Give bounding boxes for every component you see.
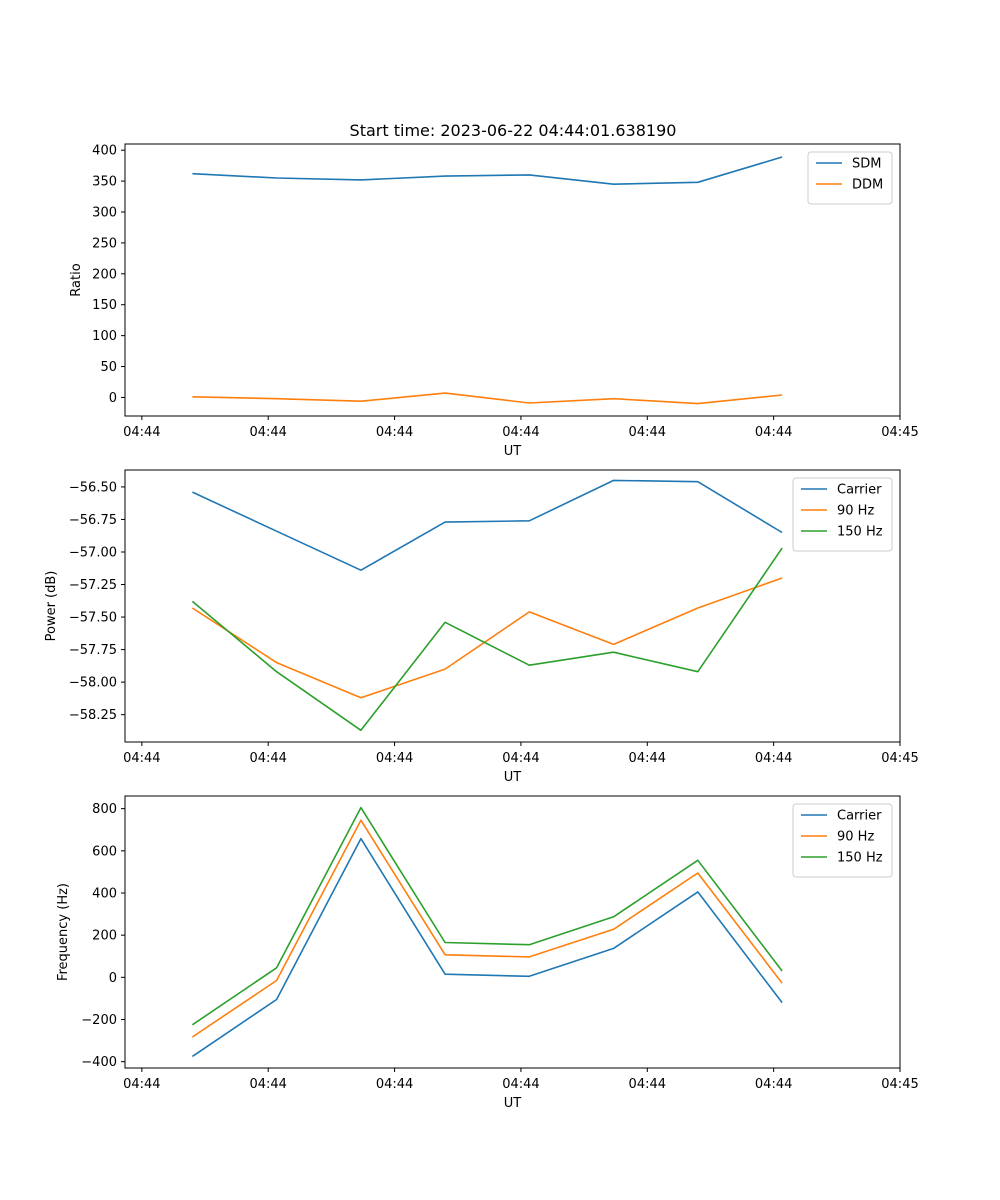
y-tick-label: −400 [81, 1055, 117, 1070]
legend-box [807, 151, 893, 205]
legend: Carrier 90 Hz 150 Hz [792, 477, 893, 552]
y-tick-label: 0 [109, 971, 117, 986]
y-tick-label: −58.00 [69, 676, 117, 691]
x-tick-label: 04:45 [881, 425, 918, 440]
x-tick-label: 04:44 [249, 1077, 286, 1092]
plot-frame [124, 795, 901, 1069]
x-tick-label: 04:44 [249, 751, 286, 766]
x-tick-label: 04:45 [881, 1077, 918, 1092]
y-axis-label: Power (dB) [44, 571, 59, 642]
x-tick-label: 04:44 [376, 751, 413, 766]
legend: Carrier 90 Hz 150 Hz [792, 803, 893, 878]
y-tick-label: −57.25 [69, 578, 117, 593]
x-tick-label: 04:44 [755, 425, 792, 440]
plot-frame [124, 143, 901, 417]
series-line-1 [191, 837, 783, 1058]
legend-label: 150 Hz [837, 851, 883, 866]
series-line-2 [191, 577, 783, 699]
y-tick-label: 100 [92, 329, 117, 344]
y-tick-label: 200 [92, 267, 117, 282]
legend-label: Carrier [837, 809, 882, 824]
y-tick-label: −56.75 [69, 513, 117, 528]
x-tick-label: 04:44 [249, 425, 286, 440]
y-axis-label: Ratio [69, 263, 84, 296]
x-tick-label: 04:44 [123, 1077, 160, 1092]
legend-label: SDM [852, 157, 881, 172]
x-axis-label: UT [504, 1096, 522, 1111]
x-tick-label: 04:44 [376, 425, 413, 440]
x-tick-label: 04:44 [123, 425, 160, 440]
x-tick-label: 04:44 [755, 1077, 792, 1092]
x-tick-label: 04:44 [755, 751, 792, 766]
legend-label: 90 Hz [837, 830, 874, 845]
y-tick-label: 150 [92, 298, 117, 313]
x-axis-label: UT [504, 770, 522, 785]
x-tick-label: 04:44 [502, 751, 539, 766]
x-tick-label: 04:44 [629, 1077, 666, 1092]
y-tick-label: −57.00 [69, 545, 117, 560]
legend-box [792, 803, 893, 878]
legend-label: 90 Hz [837, 504, 874, 519]
x-tick-label: 04:44 [502, 1077, 539, 1092]
y-tick-label: 350 [92, 175, 117, 190]
series-line-2 [191, 819, 783, 1038]
x-tick-label: 04:44 [629, 425, 666, 440]
y-tick-label: 250 [92, 236, 117, 251]
y-tick-label: 200 [92, 929, 117, 944]
legend-label: 150 Hz [837, 525, 883, 540]
y-tick-label: 400 [92, 886, 117, 901]
y-tick-label: −58.25 [69, 708, 117, 723]
plot-frame [124, 469, 901, 743]
x-tick-label: 04:45 [881, 751, 918, 766]
chart-panel-1: 04:44 04:44 04:44 04:44 04:44 04:44 04:45 0 50 10… [69, 143, 919, 459]
legend-label: Carrier [837, 483, 882, 498]
y-tick-label: 400 [92, 144, 117, 159]
y-tick-label: −57.50 [69, 611, 117, 626]
chart-panel-2: 04:44 04:44 04:44 04:44 04:44 04:44 04:45 −58.2… [44, 469, 919, 785]
figure-title: Start time: 2023-06-22 04:44:01.638190 [350, 121, 677, 140]
y-tick-label: −200 [81, 1013, 117, 1028]
legend-label: DDM [852, 178, 883, 193]
x-tick-label: 04:44 [629, 751, 666, 766]
x-tick-label: 04:44 [123, 751, 160, 766]
chart-panel-3: 04:44 04:44 04:44 04:44 04:44 04:44 04:45 −400 −… [56, 795, 919, 1111]
series-line-3 [191, 547, 783, 732]
y-tick-label: −56.50 [69, 480, 117, 495]
legend: SDM DDM [807, 151, 893, 205]
series-line-2 [192, 392, 783, 405]
y-axis-label: Frequency (Hz) [56, 883, 71, 981]
x-tick-label: 04:44 [502, 425, 539, 440]
y-tick-label: 50 [100, 360, 117, 375]
y-tick-label: 300 [92, 206, 117, 221]
series-line-1 [192, 156, 783, 185]
y-tick-label: 0 [109, 391, 117, 406]
legend-box [792, 477, 893, 552]
y-tick-label: 600 [92, 844, 117, 859]
x-axis-label: UT [504, 444, 522, 459]
y-tick-label: −57.75 [69, 643, 117, 658]
y-tick-label: 800 [92, 802, 117, 817]
x-tick-label: 04:44 [376, 1077, 413, 1092]
series-line-1 [192, 479, 783, 572]
series-line-3 [191, 806, 783, 1026]
